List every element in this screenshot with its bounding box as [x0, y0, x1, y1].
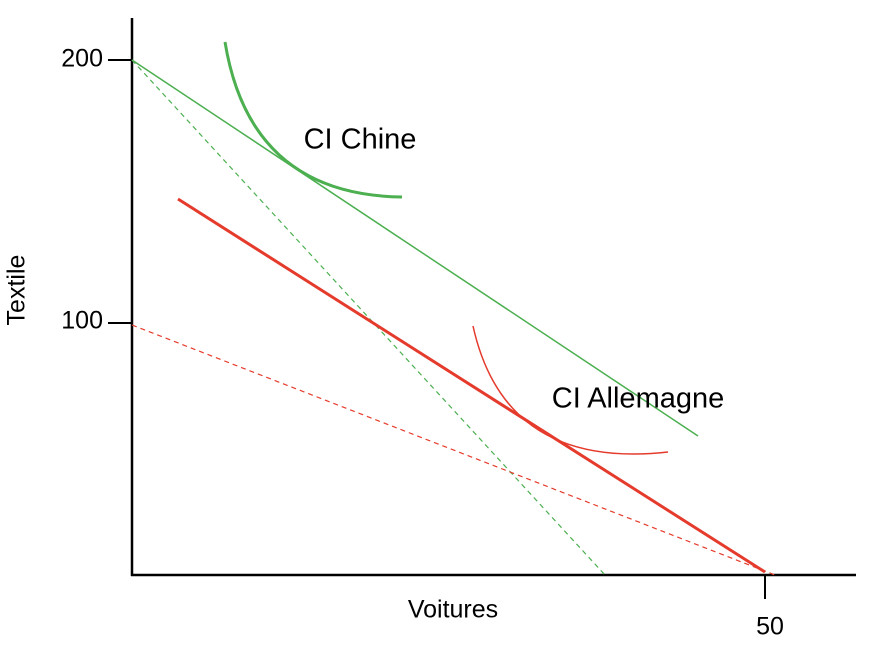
- y-tick-label: 100: [61, 307, 103, 335]
- germany-price-line: [177, 197, 766, 574]
- curve-label: CI Allemagne: [552, 383, 725, 415]
- china-price-line: [131, 59, 699, 437]
- germany-indifference-curve: [472, 325, 669, 455]
- china-indifference-curve: [223, 41, 403, 199]
- y-axis-label: Textile: [3, 255, 31, 326]
- germany-frontier: [131, 324, 776, 576]
- x-tick-label: 50: [756, 613, 784, 641]
- curve-label: CI Chine: [304, 124, 417, 156]
- x-axis-label: Voitures: [408, 596, 498, 624]
- y-tick-label: 200: [61, 45, 103, 73]
